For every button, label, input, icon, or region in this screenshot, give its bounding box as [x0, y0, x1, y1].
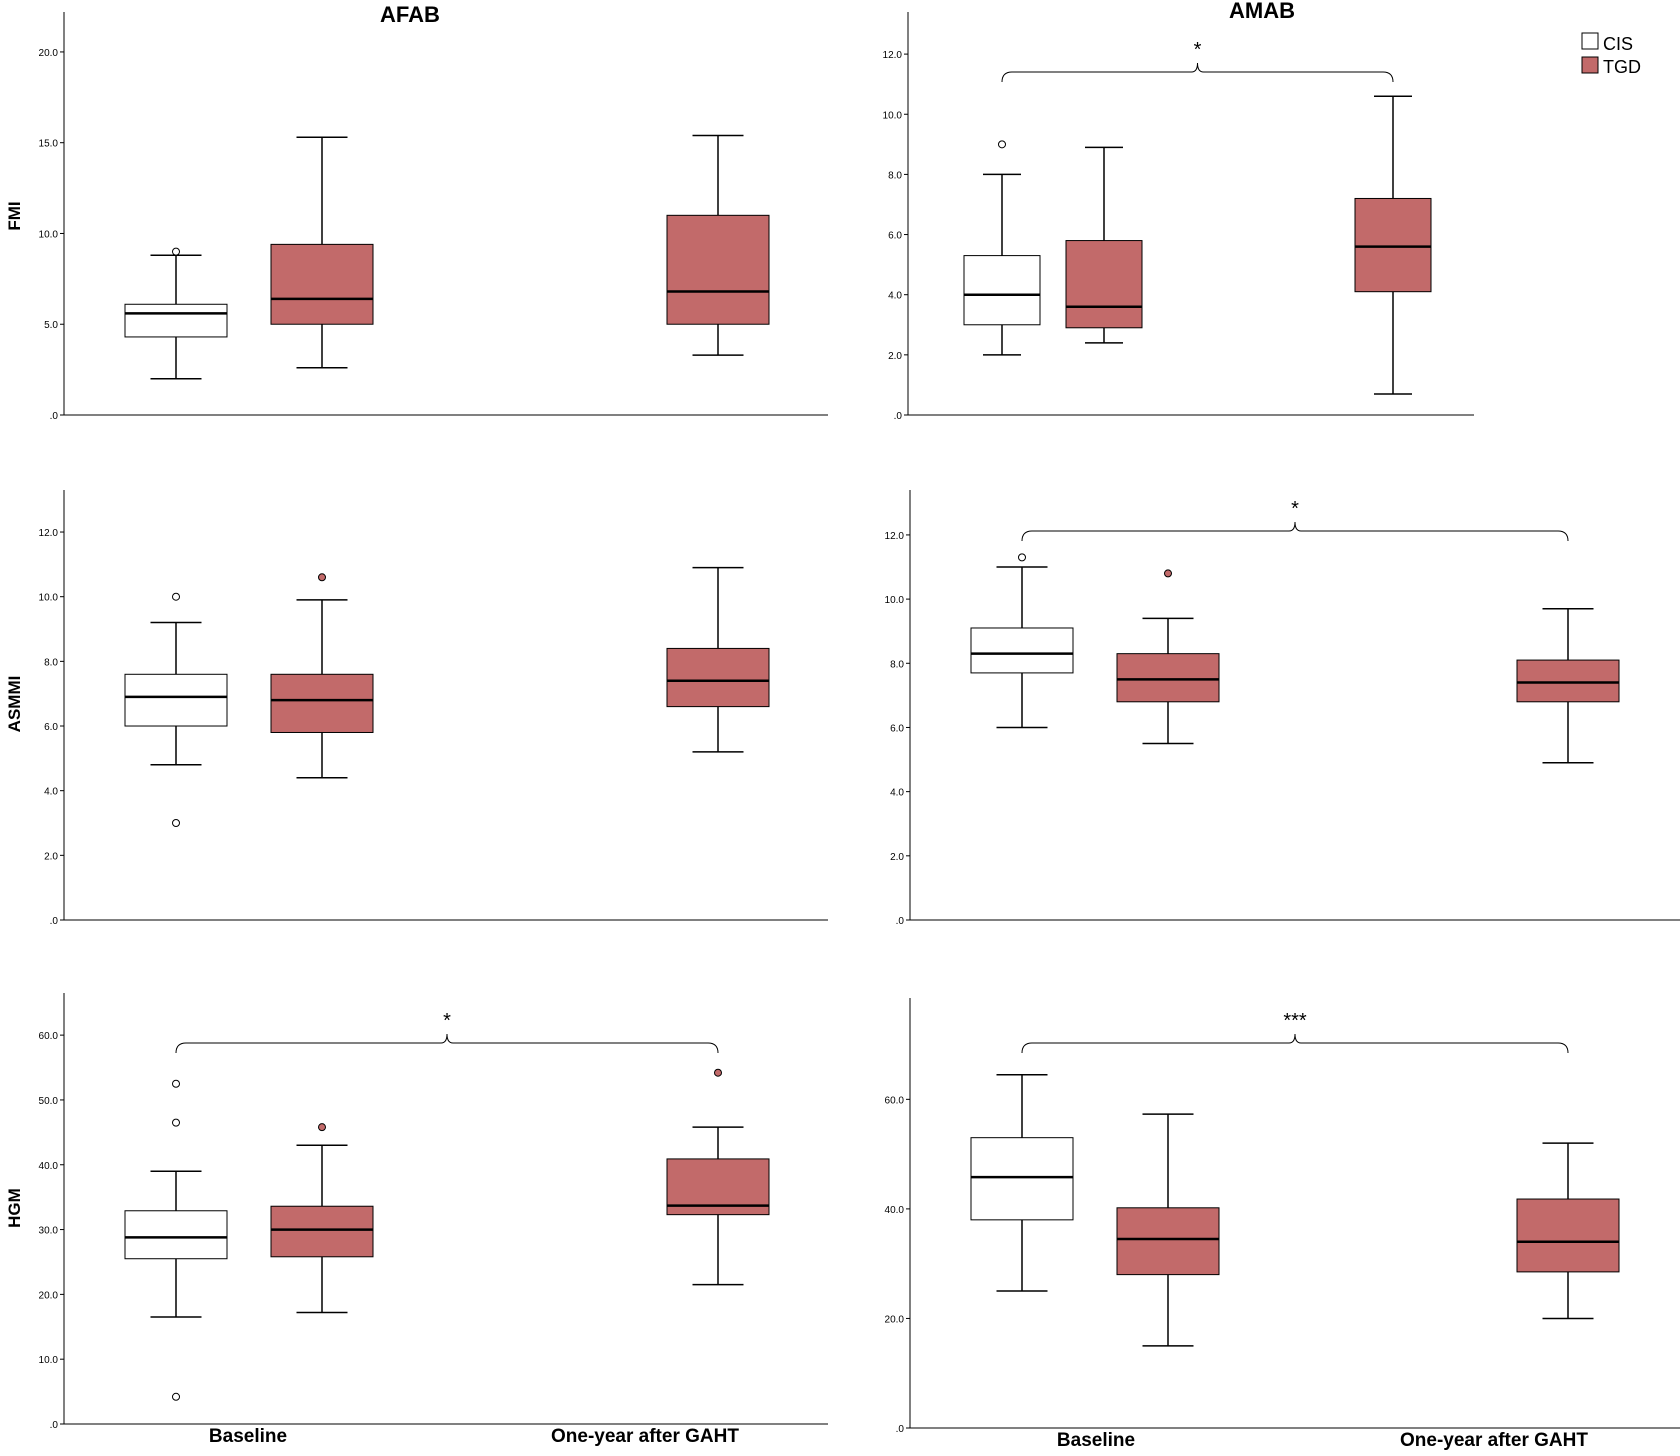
tgd-box: [1354, 197, 1432, 293]
column-title-amab: AMAB: [1229, 0, 1295, 23]
y-tick-label: 60.0: [39, 1031, 59, 1042]
legend-label-cis: CIS: [1603, 34, 1633, 54]
y-tick-label: 10.0: [885, 595, 905, 606]
y-tick-label: 10.0: [39, 229, 59, 240]
y-tick-label: .0: [896, 916, 905, 927]
tgd-box: [1516, 1198, 1620, 1273]
cis-outlier-point: [172, 819, 180, 828]
x-label-amab-gaht: One-year after GAHT: [1400, 1430, 1588, 1451]
cis-outlier-point: [998, 140, 1006, 149]
y-tick-label: 2.0: [888, 351, 902, 362]
cis-box: [963, 255, 1041, 326]
panel-6: .0 20.0 40.0 60.0 ***: [885, 998, 1680, 1435]
y-axis-label: FMI: [5, 201, 24, 230]
y-axis-label: ASMMI: [5, 676, 24, 733]
cis-box: [124, 673, 228, 727]
significance-bracket: [1001, 62, 1394, 83]
y-tick-label: 6.0: [44, 722, 58, 733]
legend-label-tgd: TGD: [1603, 57, 1641, 77]
cis-outlier-point: [1018, 553, 1026, 562]
y-tick-label: 10.0: [39, 1355, 59, 1366]
y-tick-label: 12.0: [883, 50, 903, 61]
y-tick-label: 20.0: [885, 1314, 905, 1325]
y-tick-label: 12.0: [885, 531, 905, 542]
x-label-amab-baseline: Baseline: [1057, 1430, 1135, 1451]
panel-5: .0 10.0 20.0 30.0 40.0 50.0 60.0 HGM *: [5, 993, 828, 1431]
cis-outlier-point: [172, 592, 180, 601]
tgd-box: [270, 243, 374, 325]
y-tick-label: 10.0: [39, 593, 59, 604]
y-tick-label: 20.0: [39, 48, 59, 59]
panel-2: .0 2.0 4.0 6.0 8.0 10.0 12.0 *: [883, 12, 1474, 422]
y-tick-label: 50.0: [39, 1096, 59, 1107]
panel-1: .0 5.0 10.0 15.0 20.0 FMI: [5, 12, 828, 422]
y-tick-label: .0: [50, 916, 59, 927]
cis-outlier-point: [172, 1392, 180, 1401]
column-title-afab: AFAB: [380, 2, 440, 27]
tgd-outlier-point: [318, 573, 326, 582]
y-tick-label: .0: [50, 1420, 59, 1431]
significance-bracket: [1021, 1033, 1569, 1054]
tgd-box: [1116, 653, 1220, 703]
y-axis-label: HGM: [5, 1188, 24, 1228]
cis-outlier-point: [172, 1118, 180, 1127]
significance-label: *: [443, 1010, 451, 1032]
legend-swatch-tgd: [1581, 56, 1599, 74]
significance-bracket: [1021, 521, 1569, 542]
tgd-outlier-point: [1164, 569, 1172, 578]
y-tick-label: 4.0: [888, 291, 902, 302]
cis-box: [970, 1137, 1074, 1221]
tgd-box: [270, 1205, 374, 1258]
y-tick-label: 2.0: [890, 852, 904, 863]
tgd-box: [1516, 659, 1620, 703]
y-tick-label: 15.0: [39, 139, 59, 150]
tgd-box: [1116, 1207, 1220, 1276]
tgd-box: [666, 647, 770, 708]
y-tick-label: 6.0: [890, 723, 904, 734]
y-tick-label: 20.0: [39, 1290, 59, 1301]
y-tick-label: 30.0: [39, 1226, 59, 1237]
significance-label: *: [1194, 39, 1202, 61]
y-tick-label: 2.0: [44, 851, 58, 862]
y-tick-label: 6.0: [888, 231, 902, 242]
y-tick-label: 40.0: [39, 1161, 59, 1172]
y-tick-label: .0: [50, 411, 59, 422]
y-tick-label: .0: [896, 1424, 905, 1435]
cis-box: [124, 303, 228, 338]
tgd-outlier-point: [714, 1068, 722, 1077]
legend: CIS TGD: [1581, 32, 1641, 77]
x-label-afab-baseline: Baseline: [209, 1426, 287, 1447]
cis-outlier-point: [172, 1079, 180, 1088]
cis-box: [124, 1210, 228, 1260]
panel-4: .0 2.0 4.0 6.0 8.0 10.0 12.0 *: [885, 490, 1680, 927]
x-label-afab-gaht: One-year after GAHT: [551, 1426, 739, 1447]
panels: .0 5.0 10.0 15.0 20.0 FMI .0 2.0 4.0 6.0 8.0 10.0 12…: [5, 12, 1680, 1435]
y-tick-label: 8.0: [44, 657, 58, 668]
panel-3: .0 2.0 4.0 6.0 8.0 10.0 12.0 ASMMI: [5, 490, 828, 927]
tgd-box: [1065, 240, 1143, 329]
y-tick-label: 40.0: [885, 1205, 905, 1216]
significance-label: ***: [1283, 1010, 1307, 1032]
y-tick-label: 12.0: [39, 528, 59, 539]
y-tick-label: 4.0: [890, 788, 904, 799]
tgd-box: [666, 214, 770, 325]
y-tick-label: 8.0: [888, 170, 902, 181]
cis-outlier-point: [172, 247, 180, 256]
y-tick-label: 8.0: [890, 659, 904, 670]
cis-box: [970, 627, 1074, 674]
y-tick-label: 5.0: [44, 320, 58, 331]
y-tick-label: 60.0: [885, 1095, 905, 1106]
y-tick-label: .0: [894, 411, 903, 422]
significance-bracket: [175, 1033, 719, 1054]
y-tick-label: 4.0: [44, 787, 58, 798]
y-tick-label: 10.0: [883, 110, 903, 121]
tgd-box: [270, 673, 374, 733]
legend-swatch-cis: [1581, 32, 1599, 50]
tgd-outlier-point: [318, 1123, 326, 1132]
significance-label: *: [1291, 498, 1299, 520]
